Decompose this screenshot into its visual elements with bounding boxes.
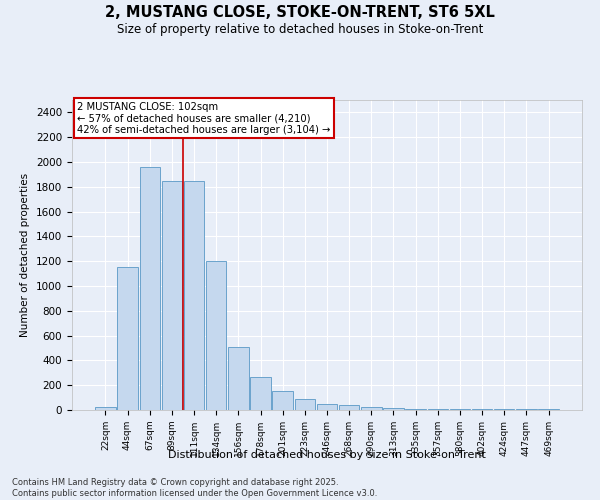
Bar bbox=[161, 180, 182, 410]
Bar bbox=[339, 405, 359, 410]
Bar bbox=[295, 399, 315, 410]
Bar bbox=[206, 261, 226, 410]
Bar bbox=[118, 268, 138, 410]
Bar bbox=[250, 376, 271, 410]
Bar bbox=[383, 408, 404, 410]
Bar bbox=[272, 391, 293, 410]
Text: Contains HM Land Registry data © Crown copyright and database right 2025.
Contai: Contains HM Land Registry data © Crown c… bbox=[12, 478, 377, 498]
Bar bbox=[184, 180, 204, 410]
Text: Distribution of detached houses by size in Stoke-on-Trent: Distribution of detached houses by size … bbox=[168, 450, 486, 460]
Bar bbox=[317, 404, 337, 410]
Y-axis label: Number of detached properties: Number of detached properties bbox=[20, 173, 31, 337]
Bar bbox=[406, 409, 426, 410]
Text: 2, MUSTANG CLOSE, STOKE-ON-TRENT, ST6 5XL: 2, MUSTANG CLOSE, STOKE-ON-TRENT, ST6 5X… bbox=[105, 5, 495, 20]
Bar bbox=[140, 167, 160, 410]
Text: 2 MUSTANG CLOSE: 102sqm
← 57% of detached houses are smaller (4,210)
42% of semi: 2 MUSTANG CLOSE: 102sqm ← 57% of detache… bbox=[77, 102, 331, 134]
Bar bbox=[228, 347, 248, 410]
Text: Size of property relative to detached houses in Stoke-on-Trent: Size of property relative to detached ho… bbox=[117, 22, 483, 36]
Bar bbox=[95, 407, 116, 410]
Bar bbox=[361, 407, 382, 410]
